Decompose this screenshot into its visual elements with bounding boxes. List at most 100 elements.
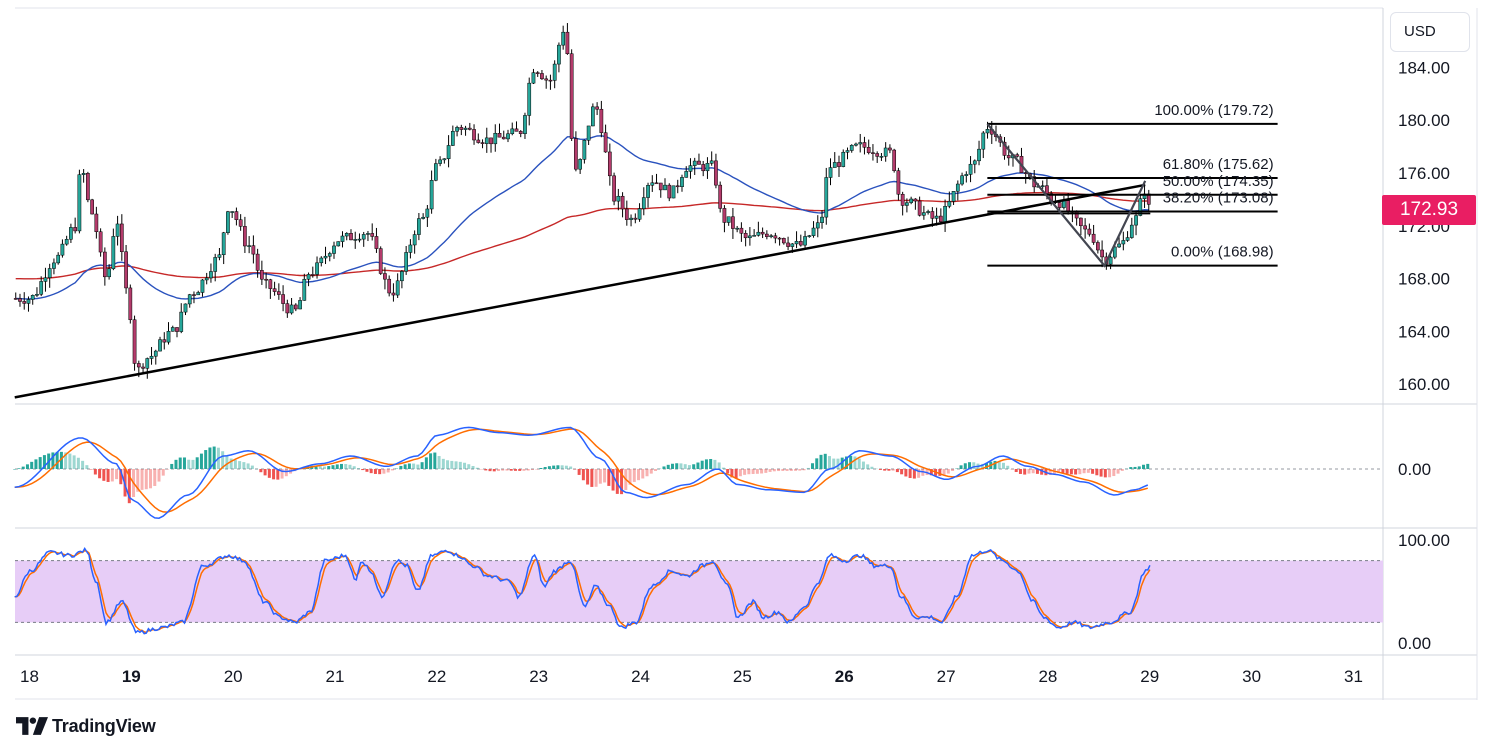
candle (803, 230, 807, 248)
candle (964, 171, 969, 183)
candle-body (183, 303, 188, 313)
candle (489, 137, 493, 153)
price-pane[interactable]: 100.00% (179.72) 61.80% (175.62)50.00% (1… (13, 23, 1450, 399)
candle (692, 157, 697, 175)
candle (1096, 240, 1100, 254)
macd-histogram-bar (229, 458, 233, 469)
candle (748, 227, 752, 246)
macd-histogram-bar (798, 469, 802, 471)
macd-histogram-bar (1074, 469, 1078, 475)
candle (1134, 210, 1138, 236)
candle-body (69, 227, 73, 240)
candle-body (624, 208, 629, 220)
candle-body (272, 288, 277, 292)
candle-body (1129, 224, 1134, 238)
macd-histogram-bar (781, 469, 785, 471)
chart-borders (15, 7, 1478, 700)
candle-body (574, 138, 578, 170)
candle (781, 237, 786, 245)
candle-body (217, 254, 222, 258)
macd-histogram-bar (573, 469, 577, 470)
macd-histogram-bar (1095, 469, 1099, 476)
macd-histogram-bar (110, 469, 114, 482)
candle-body (302, 278, 307, 301)
candle (595, 102, 599, 116)
candle-body (658, 182, 663, 191)
candle-body (684, 171, 689, 178)
candle-body (408, 244, 413, 253)
candle-body (268, 279, 273, 289)
macd-histogram-bar (13, 469, 17, 470)
candle-body (947, 201, 952, 207)
stochastic-pane[interactable]: 100.00 0.00 (14, 531, 1450, 653)
candle (858, 133, 863, 153)
macd-histogram-bar (407, 463, 411, 469)
macd-histogram-bar (904, 469, 908, 477)
candle (1002, 137, 1007, 160)
candle-body (514, 128, 519, 132)
candle-body (434, 163, 438, 181)
macd-histogram-bar (887, 469, 891, 471)
candle-body (480, 142, 485, 144)
candle-body (900, 193, 905, 206)
candle (960, 172, 964, 186)
tradingview-branding[interactable]: TradingView (16, 713, 156, 739)
candle (854, 142, 858, 147)
candle-body (845, 150, 850, 153)
macd-histogram-bar (89, 469, 93, 470)
macd-histogram-bar (242, 462, 246, 469)
candle (467, 122, 472, 131)
macd-histogram-bar (878, 469, 882, 470)
candle-body (395, 280, 400, 296)
macd-histogram-bar (811, 463, 815, 469)
candle (680, 174, 684, 192)
macd-histogram-bar (997, 461, 1001, 469)
candle (226, 210, 230, 235)
macd-histogram-bar (603, 469, 607, 483)
candle (684, 166, 689, 178)
candle-body (289, 304, 294, 314)
candle-body (739, 227, 744, 234)
candle-body (446, 145, 451, 159)
candle (323, 246, 328, 265)
macd-histogram-bar (280, 469, 284, 479)
candle (697, 153, 701, 165)
macd-histogram-bar (866, 464, 870, 469)
candle (786, 236, 790, 251)
candle (591, 103, 595, 127)
macd-histogram-bar (195, 457, 199, 469)
candle-body (714, 160, 718, 186)
candle (709, 151, 714, 166)
candle-body (718, 184, 723, 209)
candle (557, 42, 561, 73)
macd-histogram-bar (59, 451, 63, 469)
macd-histogram-bar (395, 468, 399, 469)
candle-body (179, 311, 184, 332)
candle (540, 69, 544, 80)
currency-selector[interactable]: USD (1390, 12, 1470, 52)
candle (412, 230, 417, 254)
macd-histogram-bar (1082, 469, 1086, 474)
macd-histogram-bar (327, 466, 331, 469)
candle-body (124, 251, 128, 289)
candle-body (1015, 154, 1020, 157)
candle (192, 291, 196, 304)
macd-histogram-bar (318, 466, 322, 469)
macd-histogram-bar (412, 463, 416, 469)
macd-histogram-bar (272, 469, 276, 480)
candle-body (200, 279, 205, 293)
candle (69, 223, 73, 243)
candle (289, 297, 294, 315)
candle-body (90, 199, 94, 215)
candle-body (769, 235, 773, 238)
time-axis[interactable]: 18 19 20 21 22 23 24 25 26 27 28 29 30 31 (20, 667, 1363, 686)
candle (743, 230, 748, 247)
candle-body (158, 339, 162, 352)
candle-body (310, 274, 315, 276)
macd-histogram-bar (369, 469, 373, 474)
macd-pane[interactable]: 0.00 (13, 426, 1431, 519)
macd-histogram-bar (874, 468, 878, 470)
candle-body (344, 233, 349, 237)
macd-histogram-bar (1112, 469, 1116, 477)
